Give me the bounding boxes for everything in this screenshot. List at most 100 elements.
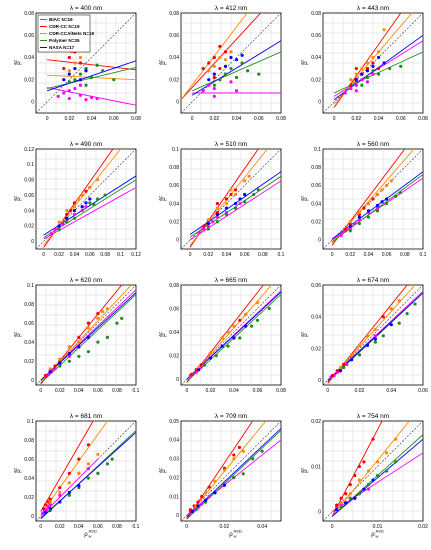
panel-title: λ = 560 nm (357, 141, 389, 148)
data-point (360, 83, 364, 87)
x-tick-label: 0 (39, 524, 42, 530)
data-point (58, 490, 62, 495)
data-point (206, 221, 210, 226)
x-tick-label: 0.08 (112, 524, 122, 530)
legend-entry: Polymer N=35 (49, 38, 80, 43)
data-point (243, 179, 247, 183)
data-point (197, 365, 201, 369)
data-point (65, 212, 69, 216)
y-tick-label: 0.03 (169, 457, 179, 463)
y-axis-label: ρ (161, 197, 167, 201)
y-tick-label: 0.06 (24, 33, 34, 39)
data-point (357, 464, 361, 469)
data-point (215, 212, 219, 217)
y-tick-label: 0 (31, 239, 34, 245)
x-tick-label: 0.1 (117, 252, 124, 258)
y-tick-label: 0 (176, 100, 179, 106)
data-point (357, 211, 361, 215)
data-point (77, 354, 81, 359)
x-axis-label-sub: w (376, 534, 379, 539)
data-point (371, 72, 375, 76)
y-axis-label-sup: AC (300, 59, 305, 65)
x-tick-label: 0.08 (276, 116, 286, 122)
x-tick-label: 0.04 (74, 388, 84, 394)
x-tick-label: 0 (331, 252, 334, 258)
data-point (362, 460, 366, 464)
data-point (72, 201, 77, 205)
data-point (212, 55, 216, 60)
data-point (218, 66, 222, 71)
y-tick-label: 0.02 (311, 346, 321, 352)
data-point (348, 483, 352, 487)
data-point (77, 335, 81, 339)
data-point (388, 66, 392, 71)
y-tick-label: 0.08 (24, 302, 34, 308)
data-point (208, 351, 213, 355)
panel-title: λ = 400 nm (70, 5, 102, 12)
y-tick-label: 0.02 (311, 77, 321, 83)
data-point (199, 365, 203, 369)
data-point (212, 72, 216, 76)
data-point (77, 484, 81, 488)
data-point (223, 50, 228, 54)
data-point (101, 310, 105, 314)
y-tick-label: 0 (31, 100, 34, 106)
y-axis-label-sup: AC (13, 59, 18, 65)
panel-title: λ = 412 nm (215, 5, 247, 12)
data-point (189, 372, 194, 377)
y-tick-label: 0.08 (24, 178, 34, 184)
data-point (196, 500, 200, 504)
x-tick-label: 0.08 (100, 252, 110, 258)
data-point (77, 471, 81, 475)
data-point (203, 491, 208, 495)
data-point (233, 201, 238, 206)
data-point (215, 201, 219, 206)
data-point (53, 228, 57, 232)
one-to-one-line (180, 420, 282, 522)
data-point (354, 89, 358, 93)
x-tick-label: 0.1 (133, 524, 140, 530)
y-tick-label: 0.02 (311, 419, 321, 425)
data-point (397, 321, 401, 325)
data-point (382, 28, 386, 32)
data-point (232, 453, 236, 457)
chart-panel: 0 0.02 0.04 0.06 0.08 0.1 0 0.02 0.04 0.06 0.08 0.1… (13, 277, 140, 394)
data-point (371, 55, 375, 60)
x-tick-label: 0.06 (93, 388, 103, 394)
data-point (251, 457, 255, 461)
x-tick-label: 0.1 (420, 252, 427, 258)
data-point (73, 66, 77, 71)
data-point (233, 206, 238, 210)
chart-panel: 0 0.02 0.04 0.06 0.08 0 0.02 0.04 0.06 0.08 λ = 44… (300, 5, 429, 122)
data-point (77, 345, 81, 349)
data-point (58, 357, 62, 361)
data-point (67, 359, 71, 363)
chart-panel: 0 0.02 0.04 0.06 0.08 0.1 0.12 0 0.02 0.04 0.06 0.0… (13, 141, 142, 258)
data-point (84, 98, 88, 102)
data-point (103, 193, 107, 197)
data-point (243, 192, 247, 197)
data-point (86, 476, 90, 480)
data-point (67, 345, 71, 349)
data-point (214, 353, 218, 358)
data-point (229, 66, 233, 71)
panel-title: λ = 674 nm (357, 277, 389, 284)
data-point (84, 201, 88, 205)
x-tick-label: 0 (185, 524, 188, 530)
data-point (67, 354, 71, 359)
data-point (89, 95, 94, 100)
data-point (244, 324, 248, 328)
data-point (86, 467, 90, 471)
data-point (342, 362, 346, 366)
data-point (233, 188, 238, 192)
y-tick-label: 0 (318, 378, 321, 384)
data-point (223, 72, 228, 76)
y-tick-label: 0 (318, 510, 321, 516)
x-tick-label: 0.02 (64, 116, 74, 122)
data-point (267, 306, 271, 311)
y-tick-label: 0.08 (169, 11, 179, 17)
data-point (365, 61, 370, 65)
data-point (95, 178, 100, 182)
data-point (373, 334, 377, 338)
data-point (252, 192, 256, 197)
